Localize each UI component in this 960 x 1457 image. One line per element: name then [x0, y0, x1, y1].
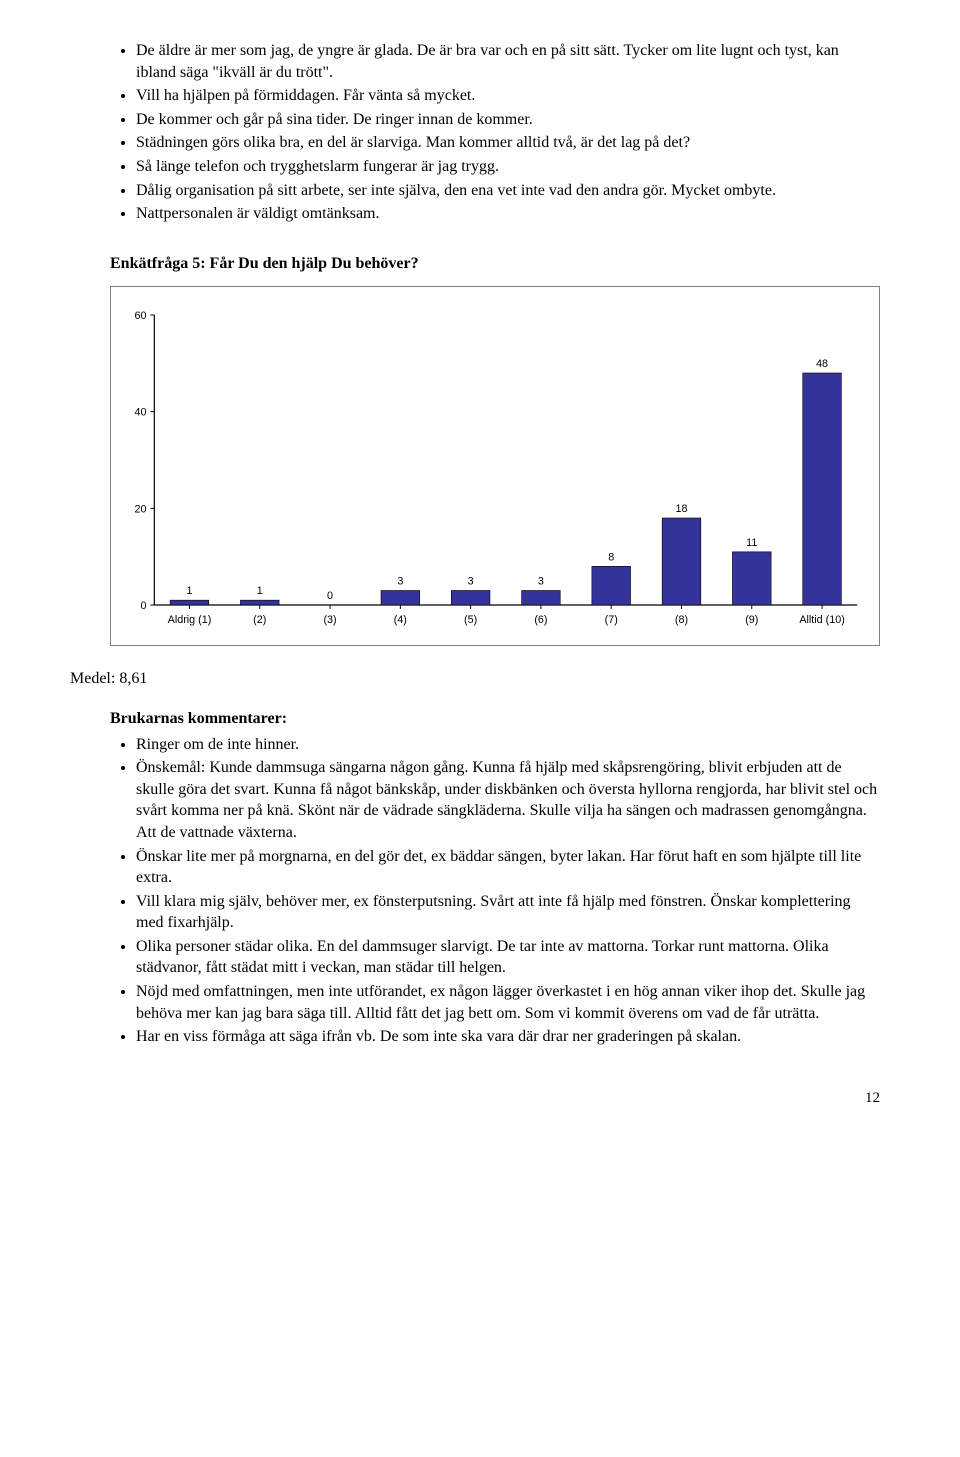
list-item: Dålig organisation på sitt arbete, ser i… — [136, 180, 880, 202]
list-item: Önskemål: Kunde dammsuga sängarna någon … — [136, 757, 880, 843]
svg-text:3: 3 — [538, 576, 544, 588]
svg-text:48: 48 — [816, 358, 828, 370]
list-item: De kommer och går på sina tider. De ring… — [136, 109, 880, 131]
list-item: Vill klara mig själv, behöver mer, ex fö… — [136, 891, 880, 934]
svg-text:11: 11 — [746, 537, 757, 549]
list-item: Har en viss förmåga att säga ifrån vb. D… — [136, 1026, 880, 1048]
svg-text:Aldrig (1): Aldrig (1) — [168, 614, 212, 626]
svg-text:40: 40 — [135, 407, 147, 419]
svg-text:(9): (9) — [745, 614, 758, 626]
list-item: Nöjd med omfattningen, men inte utförand… — [136, 981, 880, 1024]
list-item: Så länge telefon och trygghetslarm funge… — [136, 156, 880, 178]
svg-text:(5): (5) — [464, 614, 477, 626]
svg-text:3: 3 — [397, 576, 403, 588]
bottom-bullet-list: Ringer om de inte hinner.Önskemål: Kunde… — [110, 734, 880, 1048]
svg-text:18: 18 — [675, 503, 687, 515]
chart-frame: 0 20 40 60 1 Aldrig (1) 1 (2) 0 (3) 3 (4) 3 (5) 3 (6) 8 (… — [110, 286, 880, 646]
svg-text:60: 60 — [135, 310, 147, 322]
list-item: De äldre är mer som jag, de yngre är gla… — [136, 40, 880, 83]
svg-text:3: 3 — [468, 576, 474, 588]
top-bullet-list: De äldre är mer som jag, de yngre är gla… — [110, 40, 880, 225]
comments-heading: Brukarnas kommentarer: — [110, 708, 880, 730]
svg-text:(4): (4) — [394, 614, 407, 626]
svg-text:0: 0 — [327, 590, 333, 602]
svg-text:(6): (6) — [534, 614, 547, 626]
svg-text:20: 20 — [135, 504, 147, 516]
list-item: Olika personer städar olika. En del damm… — [136, 936, 880, 979]
svg-text:(8): (8) — [675, 614, 688, 626]
list-item: Nattpersonalen är väldigt omtänksam. — [136, 203, 880, 225]
list-item: Städningen görs olika bra, en del är sla… — [136, 132, 880, 154]
svg-text:1: 1 — [257, 585, 263, 597]
svg-text:8: 8 — [608, 552, 614, 564]
svg-text:Alltid (10): Alltid (10) — [799, 614, 844, 626]
bar-chart: 0 20 40 60 1 Aldrig (1) 1 (2) 0 (3) 3 (4) 3 (5) 3 (6) 8 (… — [123, 305, 867, 635]
question-heading: Enkätfråga 5: Får Du den hjälp Du behöve… — [110, 253, 880, 275]
svg-text:(2): (2) — [253, 614, 266, 626]
svg-text:1: 1 — [186, 585, 192, 597]
list-item: Vill ha hjälpen på förmiddagen. Får vänt… — [136, 85, 880, 107]
svg-text:(7): (7) — [605, 614, 618, 626]
mean-value: Medel: 8,61 — [70, 668, 880, 690]
list-item: Ringer om de inte hinner. — [136, 734, 880, 756]
svg-text:0: 0 — [140, 600, 146, 612]
list-item: Önskar lite mer på morgnarna, en del gör… — [136, 846, 880, 889]
page-number: 12 — [110, 1088, 880, 1108]
svg-text:(3): (3) — [323, 614, 336, 626]
